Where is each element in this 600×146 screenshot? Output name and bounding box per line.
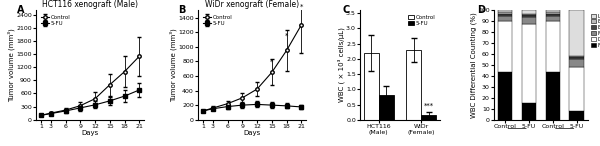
Title: WiDr xenograft (Female): WiDr xenograft (Female) [205, 0, 299, 9]
Bar [522, 10, 536, 14]
Bar [545, 10, 560, 12]
Text: *: * [285, 33, 289, 39]
Bar [498, 21, 512, 72]
Bar [545, 72, 560, 120]
Text: B: B [179, 5, 186, 15]
Text: C: C [343, 5, 350, 15]
Bar [545, 12, 560, 14]
Bar [498, 10, 512, 12]
X-axis label: Days: Days [244, 130, 261, 136]
Bar [498, 14, 512, 16]
Bar [545, 14, 560, 16]
Bar [498, 12, 512, 14]
Bar [522, 17, 536, 24]
Y-axis label: Tumor volume (mm³): Tumor volume (mm³) [169, 28, 177, 102]
Y-axis label: WBC Differential Counting (%): WBC Differential Counting (%) [470, 12, 476, 118]
Y-axis label: WBC ( × 10³ cells/μL): WBC ( × 10³ cells/μL) [337, 28, 344, 102]
Bar [545, 16, 560, 21]
Bar [569, 57, 584, 60]
Bar [421, 115, 436, 120]
X-axis label: Days: Days [82, 130, 99, 136]
Bar [569, 60, 584, 67]
Bar [498, 16, 512, 21]
Bar [545, 21, 560, 72]
Bar [522, 103, 536, 120]
Legend: Control, 5-FU: Control, 5-FU [201, 13, 235, 29]
Bar [569, 111, 584, 120]
Bar [498, 72, 512, 120]
Bar [364, 53, 379, 120]
Bar [569, 10, 584, 56]
Bar [569, 56, 584, 57]
Y-axis label: Tumor volume (mm³): Tumor volume (mm³) [7, 28, 14, 102]
Bar [379, 95, 394, 120]
Text: *: * [270, 59, 274, 65]
Legend: LUC, BASO, EOS, MONO, LYM, NEU: LUC, BASO, EOS, MONO, LYM, NEU [591, 13, 600, 48]
Bar [522, 15, 536, 17]
Text: A: A [17, 5, 24, 15]
Legend: Control, 5-FU: Control, 5-FU [39, 13, 73, 29]
Title: HCT116 xenograft (Male): HCT116 xenograft (Male) [42, 0, 138, 9]
Bar [522, 14, 536, 15]
Bar [522, 24, 536, 103]
Text: D: D [477, 5, 485, 15]
Text: *: * [300, 4, 303, 10]
Bar [569, 67, 584, 111]
Bar [406, 50, 421, 120]
Legend: Control, 5-FU: Control, 5-FU [406, 13, 437, 29]
Text: ***: *** [424, 102, 434, 109]
